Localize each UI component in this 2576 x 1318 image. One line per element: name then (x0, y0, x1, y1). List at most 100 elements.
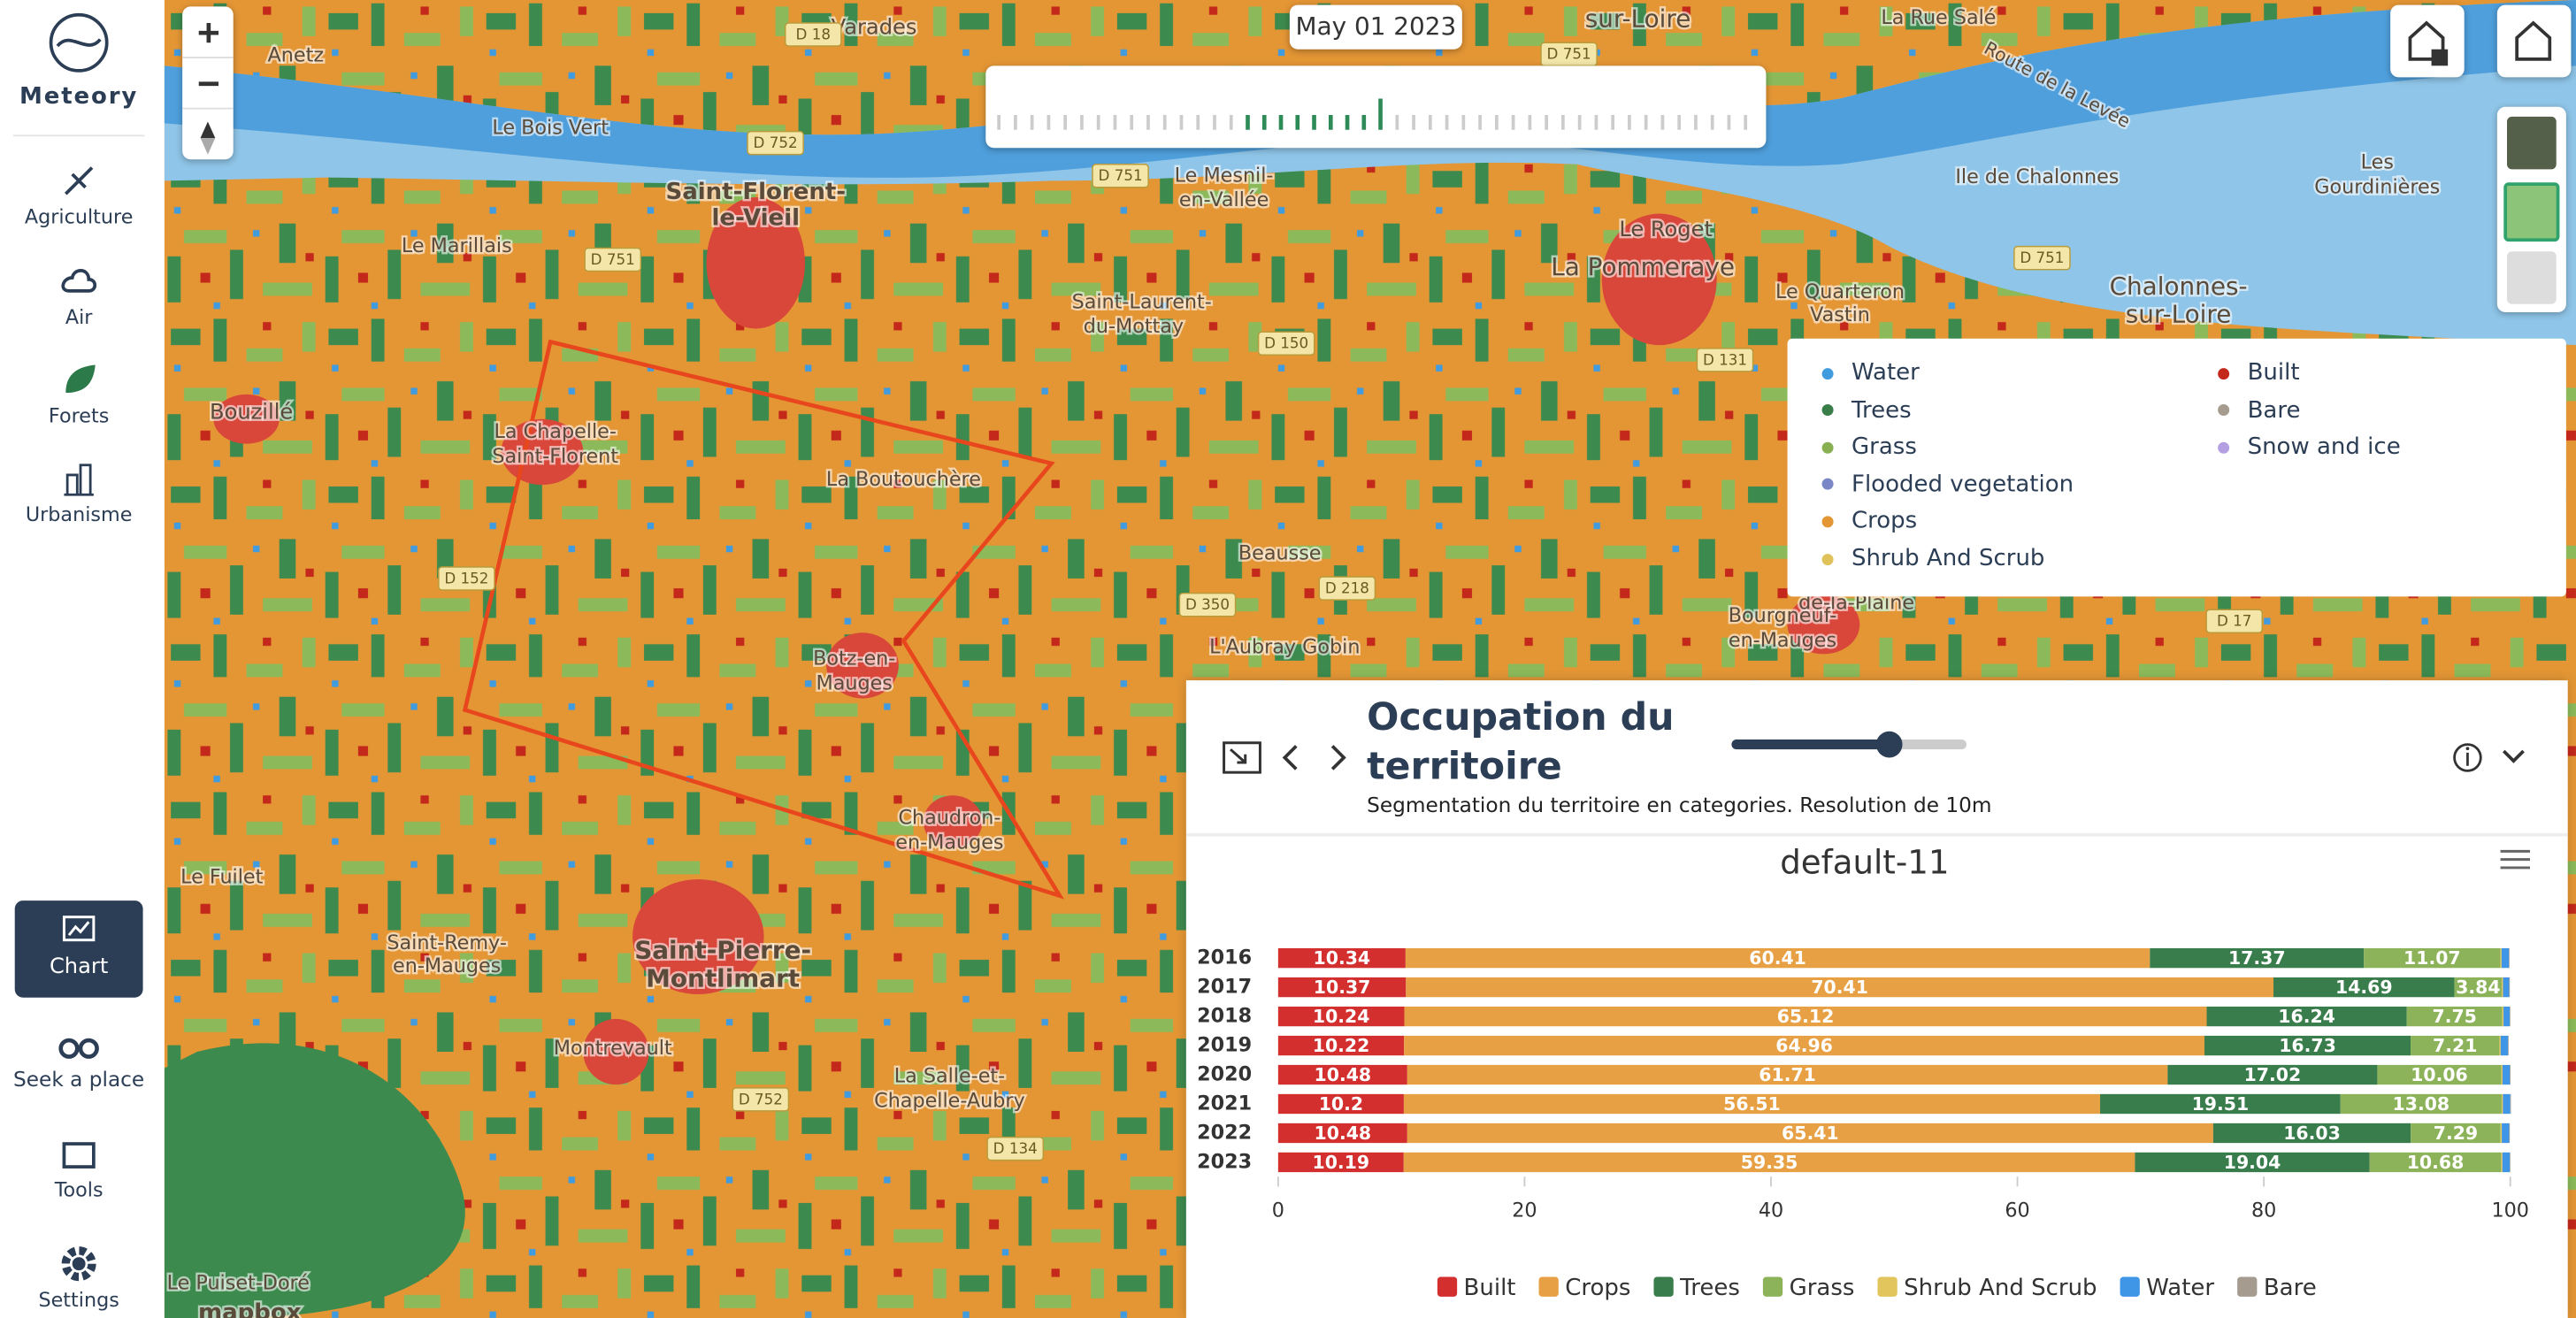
bar-segment (2503, 1006, 2511, 1027)
legend-swatch (1877, 1276, 1898, 1297)
bar-segment (2500, 1123, 2503, 1144)
nav-item-active[interactable]: Chart (14, 900, 143, 998)
place-label: du-Mottay (1084, 315, 1184, 338)
road-badge (584, 247, 642, 272)
place-label: sur-Loire (1585, 4, 1691, 33)
road-label: D 751 (1099, 166, 1143, 184)
collapse-button[interactable] (1223, 741, 1261, 774)
data-label: 10.68 (2407, 1152, 2465, 1173)
dropdown-button[interactable] (2502, 749, 2525, 763)
legend-item: Grass (1821, 434, 1917, 461)
bar-segment (2500, 947, 2502, 969)
place-label: La Chapelle- (494, 420, 617, 443)
legend-label: Crops (1565, 1275, 1630, 1301)
data-label: 16.24 (2278, 1006, 2335, 1027)
bar-segment (2411, 1123, 2501, 1144)
data-label: 10.34 (1314, 947, 1371, 969)
data-label: 65.41 (1782, 1123, 1839, 1144)
map[interactable]: Varades Anetz Le Bois Vert Saint-Florent-le… (164, 0, 2576, 1318)
nav-item[interactable]: Agriculture (0, 161, 157, 228)
place-label: Chaudron- (898, 807, 1000, 830)
y-tick-label: 2022 (1197, 1121, 1252, 1144)
bar-segment (1277, 1093, 1404, 1115)
layer-landcover[interactable] (2503, 182, 2560, 242)
legend-label: Bare (2264, 1275, 2317, 1301)
y-tick-label: 2020 (1197, 1063, 1252, 1086)
draw-button[interactable] (2496, 4, 2572, 78)
x-tick-label: 40 (1759, 1199, 1783, 1222)
legend-label: Built (2247, 359, 2300, 387)
bar-segment (2501, 947, 2510, 969)
data-label: 17.37 (2228, 947, 2286, 969)
home-delete-button[interactable] (2390, 4, 2465, 78)
nav-item[interactable]: Urbanisme (0, 458, 157, 526)
prev-button[interactable] (1282, 745, 1298, 770)
legend-dot (1821, 479, 1834, 491)
nav-item[interactable]: Air (0, 261, 157, 329)
data-label: 60.41 (1749, 947, 1806, 969)
bar-segment (1277, 977, 1407, 998)
timeline[interactable] (985, 65, 1767, 149)
road-label: D 751 (2020, 249, 2064, 266)
legend-dot (1821, 516, 1834, 528)
road-label: D 751 (591, 250, 635, 268)
nav-label: Agriculture (24, 205, 134, 229)
bar-segment (2167, 1064, 2378, 1085)
place-label: Chapelle-Aubry (874, 1089, 1025, 1112)
panel-subtitle: Segmentation du territoire en categories… (1367, 792, 1992, 817)
legend-label: Bare (2247, 396, 2301, 424)
data-label: 10.2 (1319, 1093, 1363, 1115)
next-button[interactable] (1330, 745, 1346, 770)
place-label: Varades (832, 15, 917, 40)
place-label: Beausse (1238, 542, 1322, 565)
legend-swatch (1538, 1276, 1559, 1297)
bar-segment (1406, 977, 2274, 998)
place-label: le-Vieil (712, 205, 800, 232)
area-polygon[interactable] (462, 339, 1065, 900)
place-label: en-Mauges (895, 831, 1003, 854)
layer-plain[interactable] (2507, 251, 2557, 304)
legend-label: Trees (1852, 396, 1912, 424)
place-label: La Pommeraye (1551, 252, 1735, 281)
bar-segment (1404, 1006, 2207, 1027)
road-badge (1257, 331, 1315, 356)
data-label: 13.08 (2393, 1093, 2450, 1115)
layer-satellite[interactable] (2507, 116, 2557, 170)
bar-segment (1403, 1093, 2101, 1115)
legend-label: Shrub And Scrub (1852, 545, 2045, 572)
info-button[interactable] (2453, 743, 2482, 772)
data-label: 3.84 (2456, 977, 2500, 998)
legend-item: Bare (2218, 397, 2300, 424)
place-label: Saint-Florent- (665, 179, 846, 205)
y-tick-label: 2017 (1197, 976, 1252, 999)
legend-dot (1821, 553, 1834, 565)
bar-segment (2509, 977, 2511, 998)
nav-label: Air (65, 305, 93, 329)
place-label: La Rue Salé (1881, 6, 1996, 29)
place-label: en-Mauges (1729, 629, 1836, 652)
road-badge (986, 1136, 1045, 1161)
road-label: D 218 (1325, 579, 1369, 597)
place-label: Le Fuilet (180, 866, 264, 889)
bar-segment (2411, 1035, 2500, 1056)
nav-item[interactable]: Forets (0, 360, 157, 427)
data-label: 19.04 (2224, 1152, 2281, 1173)
place-label: La Boutouchère (826, 468, 981, 491)
legend-label: Snow and ice (2247, 433, 2401, 461)
data-label: 10.37 (1314, 977, 1371, 998)
compass[interactable] (200, 121, 216, 139)
bar-segment (1277, 947, 1406, 969)
nav-item[interactable]: Tools (0, 1134, 157, 1201)
nav-item[interactable]: Settings (0, 1244, 157, 1312)
road-badge (1178, 592, 1237, 617)
x-tick-label: 0 (1272, 1199, 1284, 1222)
opacity-handle[interactable] (1875, 731, 1903, 758)
nav-item[interactable]: Seek a place (0, 1025, 157, 1092)
chart-menu[interactable] (2500, 849, 2531, 870)
legend-item: Crops (1538, 1275, 1630, 1301)
zoom-in[interactable] (198, 23, 219, 43)
data-label: 59.35 (1741, 1152, 1798, 1173)
bar-segment (2500, 1035, 2509, 1056)
y-tick-label: 2023 (1197, 1150, 1252, 1173)
